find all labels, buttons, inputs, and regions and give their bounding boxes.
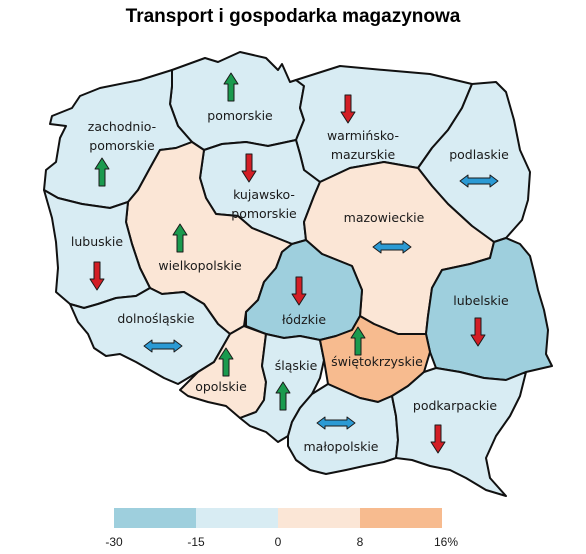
labels-layer: pomorskie zachodnio-pomorskie warmińsko-ma…: [71, 108, 509, 454]
region-label-lubuskie: lubuskie: [71, 234, 123, 249]
pomorskie-trend-up-arrow-icon: [223, 72, 239, 102]
region-podkarpackie: [391, 367, 527, 497]
legend-tick-label: 8: [356, 535, 364, 549]
region-label-wielkopolskie: wielkopolskie: [158, 258, 242, 273]
zachodniopomorskie-trend-up-arrow-icon: [94, 157, 110, 187]
legend-tick-label: 16%: [433, 535, 459, 549]
warminsko-mazurskie-trend-down-arrow-icon: [340, 94, 356, 124]
region-label-pomorskie: pomorskie: [207, 108, 273, 123]
arrows-layer: [89, 72, 499, 454]
lubuskie-trend-down-arrow-icon: [89, 261, 105, 291]
legend-swatch: [278, 508, 360, 528]
region-label-malopolskie: małopolskie: [303, 439, 378, 454]
region-label-zachodniopomorskie: zachodnio-: [88, 119, 156, 134]
slaskie-trend-up-arrow-icon: [275, 381, 291, 411]
lubelskie-trend-down-arrow-icon: [470, 317, 486, 347]
region-label-mazowieckie: mazowieckie: [344, 210, 425, 225]
region-label-kujawsko-pomorskie: pomorskie: [231, 206, 297, 221]
malopolskie-trend-flat-arrow-icon: [316, 416, 356, 430]
map-title: Transport i gospodarka magazynowa: [125, 6, 461, 27]
region-label-slaskie: śląskie: [275, 358, 318, 373]
region-label-podlaskie: podlaskie: [449, 147, 509, 162]
kujawsko-pomorskie-trend-down-arrow-icon: [241, 153, 257, 183]
opolskie-trend-up-arrow-icon: [218, 347, 234, 377]
podkarpackie-trend-down-arrow-icon: [430, 424, 446, 454]
legend-tick-label: -15: [187, 535, 205, 549]
region-label-zachodniopomorskie: pomorskie: [89, 138, 155, 153]
podlaskie-trend-flat-arrow-icon: [459, 174, 499, 188]
legend-tick-label: -30: [105, 535, 123, 549]
region-label-warminsko-mazurskie: mazurskie: [331, 147, 396, 162]
region-label-swietokrzyskie: świętokrzyskie: [331, 354, 423, 369]
region-label-lodzkie: łódzkie: [282, 312, 326, 327]
mazowieckie-trend-flat-arrow-icon: [372, 240, 412, 254]
region-label-podkarpackie: podkarpackie: [413, 398, 498, 413]
region-pomorskie: [169, 51, 305, 151]
region-label-kujawsko-pomorskie: kujawsko-: [233, 187, 295, 202]
dolnoslaskie-trend-flat-arrow-icon: [143, 339, 183, 353]
region-label-warminsko-mazurskie: warmińsko-: [327, 128, 399, 143]
legend-swatch: [114, 508, 196, 528]
swietokrzyskie-trend-up-arrow-icon: [350, 326, 366, 356]
region-label-dolnoslaskie: dolnośląskie: [117, 311, 194, 326]
region-malopolskie: [287, 383, 399, 475]
region-label-lubelskie: lubelskie: [453, 293, 509, 308]
legend-swatch: [196, 508, 278, 528]
wielkopolskie-trend-up-arrow-icon: [172, 223, 188, 253]
legend-swatch: [360, 508, 442, 528]
lodzkie-trend-down-arrow-icon: [291, 276, 307, 306]
legend-tick-label: 0: [274, 535, 282, 549]
region-label-opolskie: opolskie: [195, 379, 247, 394]
